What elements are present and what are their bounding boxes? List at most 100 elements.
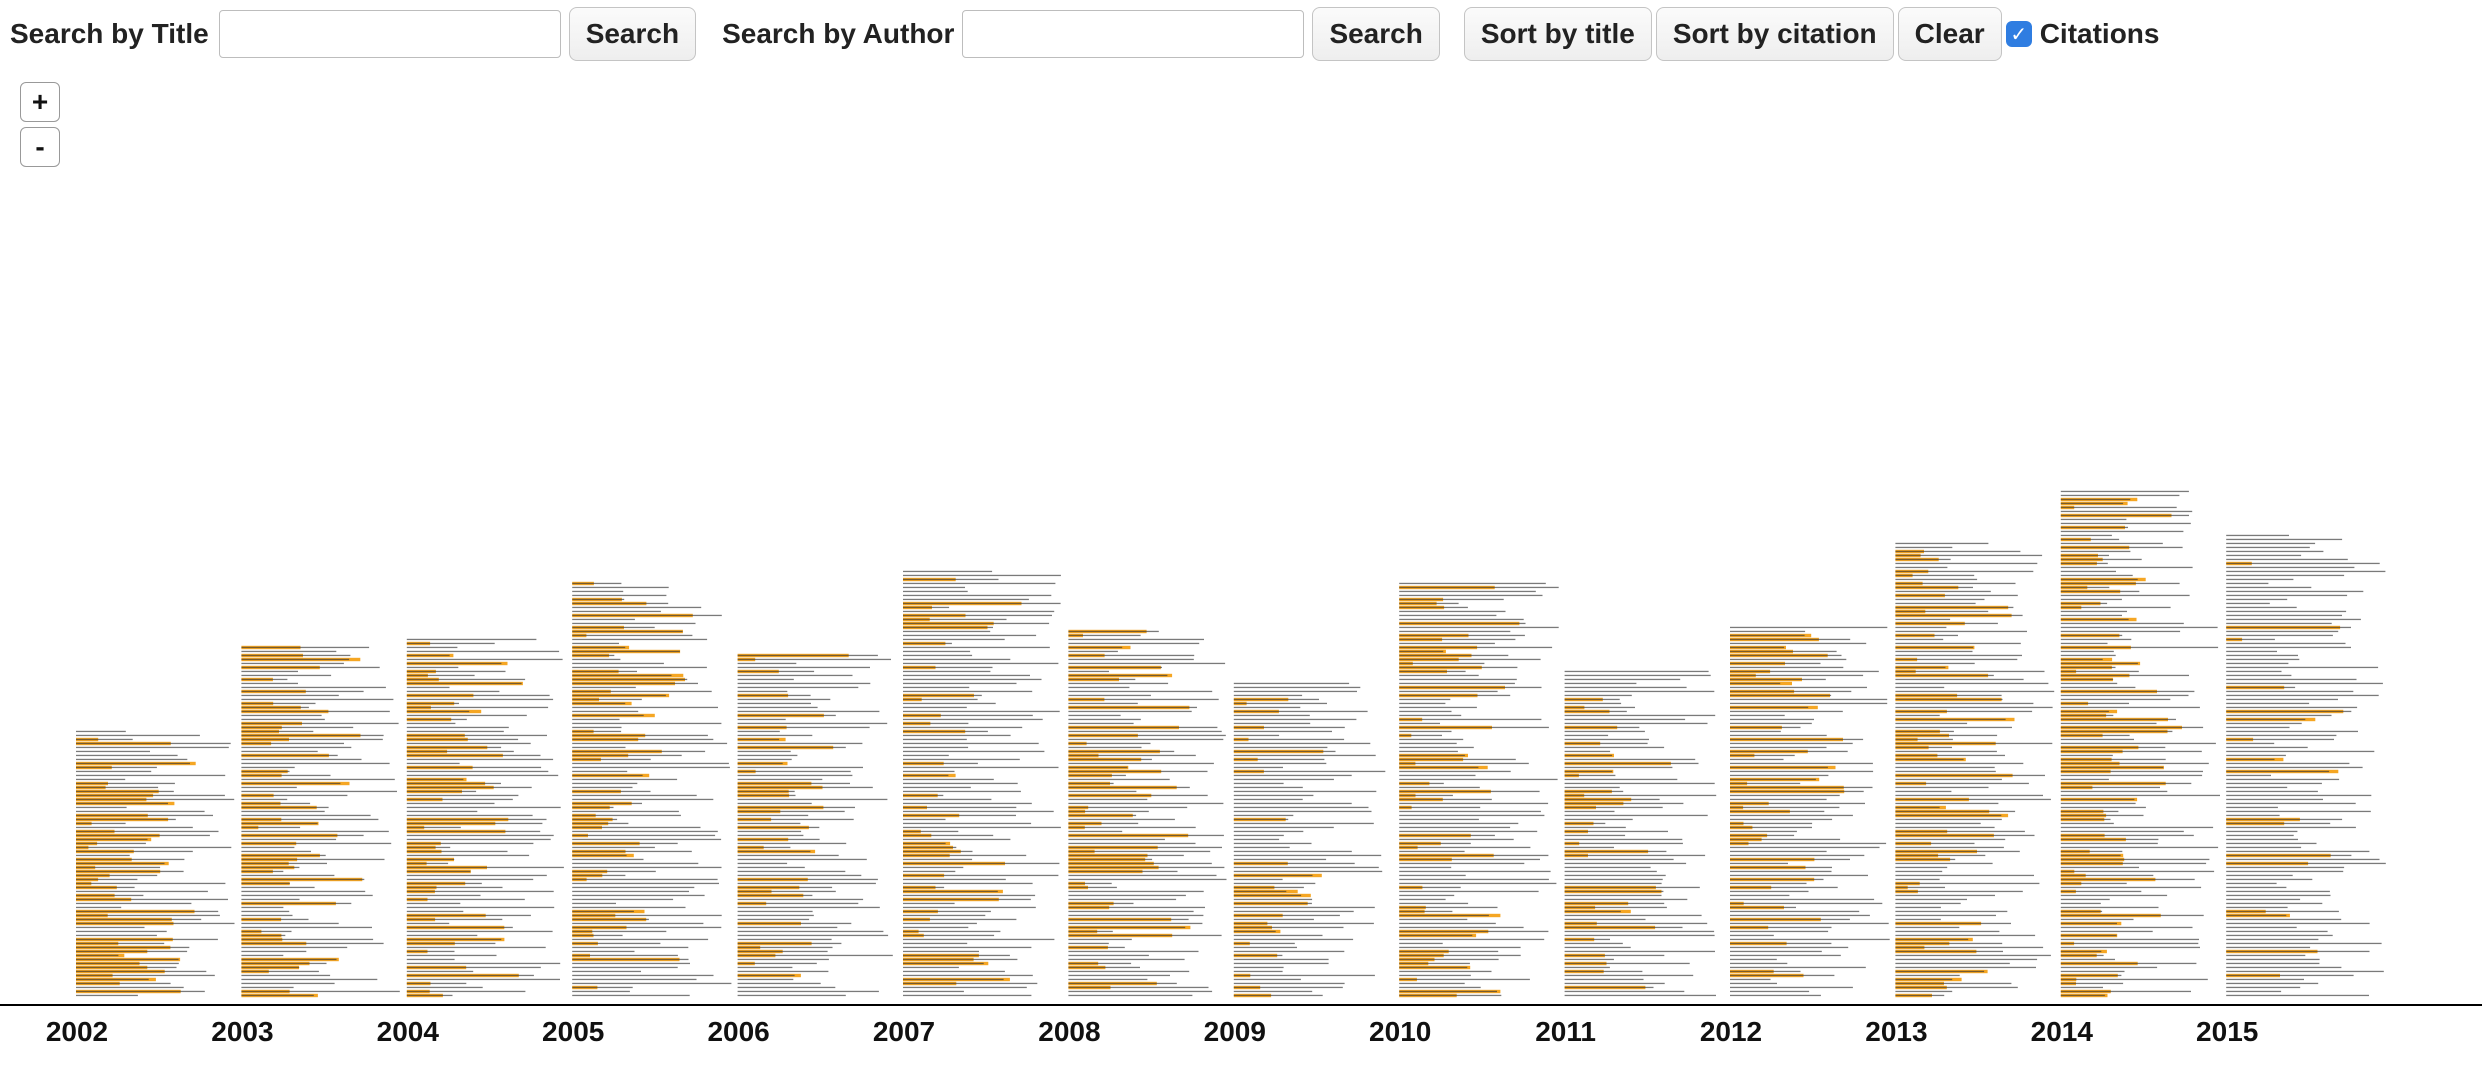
paper-title-line[interactable] <box>1233 738 1345 741</box>
paper-title-line[interactable] <box>903 806 1017 809</box>
paper-title-line[interactable] <box>572 890 689 893</box>
paper-title-line[interactable] <box>1233 826 1334 829</box>
paper-title-line[interactable] <box>1399 774 1476 777</box>
paper-title-line[interactable] <box>1399 742 1457 745</box>
paper-title-line[interactable] <box>2226 786 2288 789</box>
paper-title-line[interactable] <box>1233 990 1313 993</box>
paper-title-line[interactable] <box>406 690 500 693</box>
paper-title-line[interactable] <box>2060 946 2200 949</box>
paper-title-line[interactable] <box>1730 818 1833 821</box>
paper-title-line[interactable] <box>406 810 478 813</box>
paper-title-line[interactable] <box>1564 974 1694 977</box>
paper-title-line[interactable] <box>1399 826 1511 829</box>
paper-title-line[interactable] <box>2226 606 2297 609</box>
paper-title-line[interactable] <box>2060 742 2216 745</box>
paper-title-line[interactable] <box>1399 798 1492 801</box>
paper-title-line[interactable] <box>2226 558 2348 561</box>
paper-title-line[interactable] <box>2226 890 2330 893</box>
paper-title-line[interactable] <box>1399 758 1516 761</box>
paper-title-line[interactable] <box>1233 822 1374 825</box>
paper-title-line[interactable] <box>241 646 370 649</box>
paper-title-line[interactable] <box>1564 798 1660 801</box>
paper-title-line[interactable] <box>1895 718 2006 721</box>
paper-title-line[interactable] <box>1730 918 1850 921</box>
paper-title-line[interactable] <box>737 986 836 989</box>
paper-title-line[interactable] <box>1564 906 1667 909</box>
paper-title-line[interactable] <box>1564 898 1688 901</box>
paper-title-line[interactable] <box>2060 890 2142 893</box>
paper-title-line[interactable] <box>1730 758 1784 761</box>
paper-title-line[interactable] <box>1399 994 1502 997</box>
paper-title-line[interactable] <box>2060 510 2193 513</box>
paper-title-line[interactable] <box>241 870 284 873</box>
paper-title-line[interactable] <box>76 994 138 997</box>
paper-title-line[interactable] <box>2060 702 2129 705</box>
paper-title-line[interactable] <box>1564 922 1708 925</box>
paper-title-line[interactable] <box>2226 582 2269 585</box>
paper-title-line[interactable] <box>76 834 210 837</box>
paper-title-line[interactable] <box>1399 914 1489 917</box>
paper-title-line[interactable] <box>1233 950 1345 953</box>
paper-title-line[interactable] <box>1895 922 2011 925</box>
paper-title-line[interactable] <box>241 798 288 801</box>
paper-title-line[interactable] <box>1399 814 1545 817</box>
paper-title-line[interactable] <box>737 890 836 893</box>
paper-title-line[interactable] <box>903 794 944 797</box>
paper-title-line[interactable] <box>2226 738 2334 741</box>
paper-title-line[interactable] <box>737 834 804 837</box>
paper-title-line[interactable] <box>2060 598 2122 601</box>
paper-title-line[interactable] <box>2226 690 2354 693</box>
paper-title-line[interactable] <box>1068 862 1212 865</box>
paper-title-line[interactable] <box>903 742 1039 745</box>
paper-title-line[interactable] <box>2060 670 2139 673</box>
paper-title-line[interactable] <box>1399 910 1453 913</box>
paper-title-line[interactable] <box>903 894 1036 897</box>
paper-title-line[interactable] <box>737 798 888 801</box>
paper-title-line[interactable] <box>406 678 526 681</box>
paper-title-line[interactable] <box>1564 702 1622 705</box>
paper-title-line[interactable] <box>1895 658 2018 661</box>
paper-title-line[interactable] <box>1895 850 2020 853</box>
paper-title-line[interactable] <box>1730 830 1797 833</box>
paper-title-line[interactable] <box>1233 902 1312 905</box>
paper-title-line[interactable] <box>737 850 811 853</box>
paper-title-line[interactable] <box>76 766 157 769</box>
paper-title-line[interactable] <box>572 874 626 877</box>
paper-title-line[interactable] <box>76 978 149 981</box>
paper-title-line[interactable] <box>241 990 400 993</box>
paper-title-line[interactable] <box>406 978 560 981</box>
paper-title-line[interactable] <box>1895 558 1951 561</box>
paper-title-line[interactable] <box>572 694 666 697</box>
paper-title-line[interactable] <box>2060 594 2190 597</box>
paper-title-line[interactable] <box>1068 966 1140 969</box>
paper-title-line[interactable] <box>76 970 207 973</box>
paper-title-line[interactable] <box>572 710 639 713</box>
paper-title-line[interactable] <box>1233 682 1350 685</box>
paper-title-line[interactable] <box>572 978 697 981</box>
paper-title-line[interactable] <box>76 826 193 829</box>
paper-title-line[interactable] <box>737 858 867 861</box>
paper-title-line[interactable] <box>2060 622 2184 625</box>
paper-title-line[interactable] <box>241 774 331 777</box>
paper-title-line[interactable] <box>1730 886 1838 889</box>
paper-title-line[interactable] <box>1730 926 1832 929</box>
paper-title-line[interactable] <box>1895 750 1997 753</box>
paper-title-line[interactable] <box>1399 750 1458 753</box>
paper-title-line[interactable] <box>1895 762 2024 765</box>
paper-title-line[interactable] <box>1233 794 1314 797</box>
paper-title-line[interactable] <box>1399 870 1551 873</box>
paper-title-line[interactable] <box>1399 934 1473 937</box>
paper-title-line[interactable] <box>1895 686 1945 689</box>
paper-title-line[interactable] <box>76 762 190 765</box>
paper-title-line[interactable] <box>1399 690 1498 693</box>
citations-toggle[interactable]: ✓ Citations <box>2005 18 2159 50</box>
paper-title-line[interactable] <box>1895 866 1948 869</box>
paper-title-line[interactable] <box>1730 678 1826 681</box>
paper-title-line[interactable] <box>737 818 854 821</box>
paper-title-line[interactable] <box>903 682 1017 685</box>
paper-title-line[interactable] <box>1399 902 1469 905</box>
paper-title-line[interactable] <box>572 778 678 781</box>
paper-title-line[interactable] <box>1564 814 1708 817</box>
paper-title-line[interactable] <box>241 650 337 653</box>
paper-title-line[interactable] <box>1399 586 1559 589</box>
